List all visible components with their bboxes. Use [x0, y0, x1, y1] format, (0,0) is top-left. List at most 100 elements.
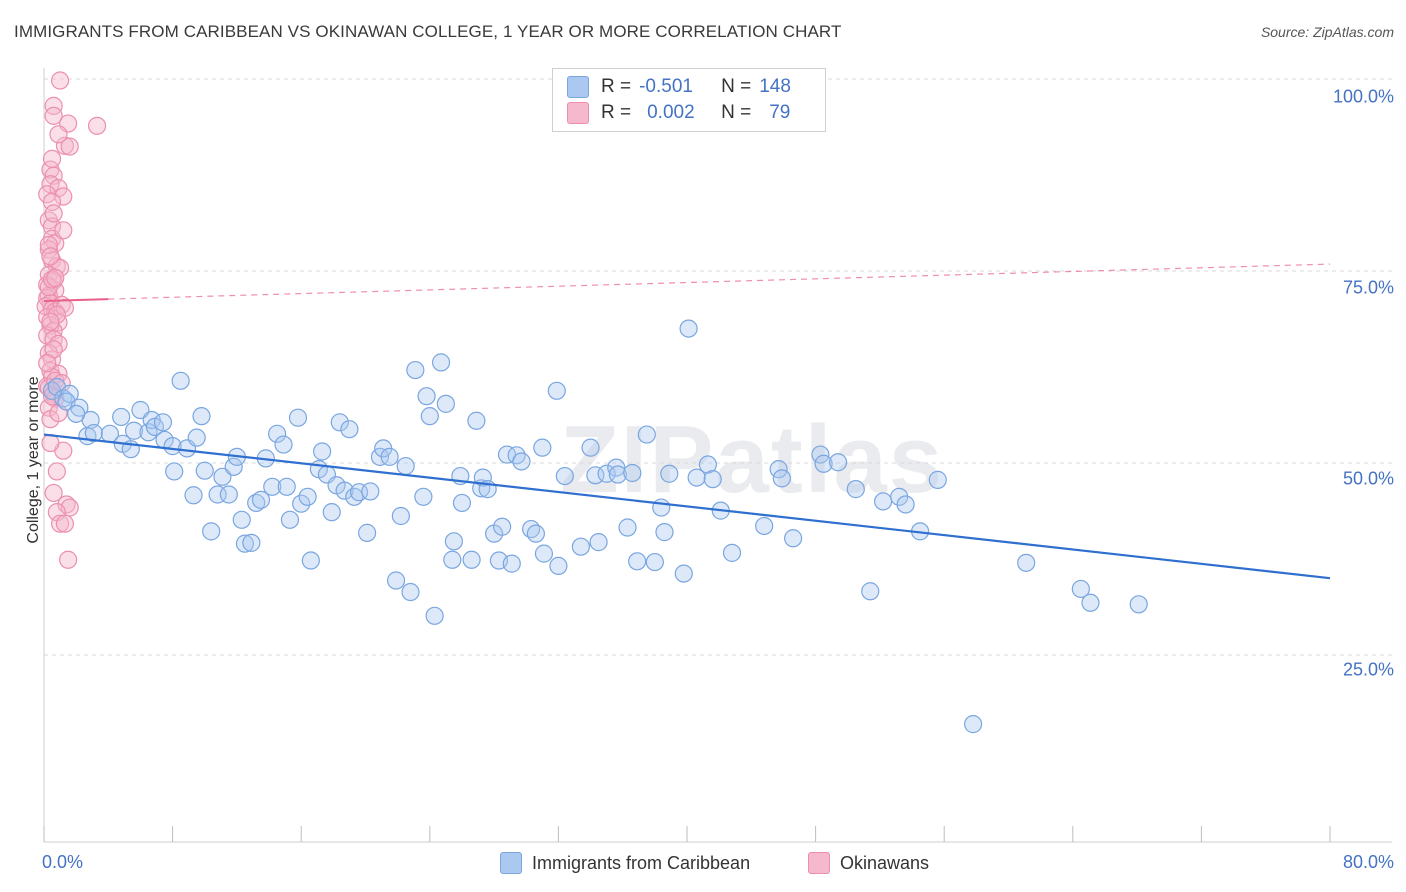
okinawans-point [46, 268, 65, 288]
okinawans-point [47, 305, 66, 324]
caribbean-point [288, 408, 308, 427]
okinawans-point [54, 187, 73, 206]
caribbean-point [637, 425, 656, 444]
caribbean-point [396, 456, 415, 476]
caribbean-point [896, 495, 915, 514]
caribbean-point [497, 445, 517, 464]
caribbean-point [247, 493, 266, 513]
okinawans-point [54, 221, 73, 240]
caribbean-point [452, 493, 472, 513]
okinawans-point [44, 96, 63, 115]
bottom-legend-swatch-blue [500, 852, 522, 874]
okinawans-point [44, 483, 63, 503]
okinawans-points [36, 71, 107, 569]
caribbean-point [298, 487, 317, 506]
caribbean-point [1081, 593, 1100, 612]
caribbean-point [652, 498, 671, 517]
okinawans-trend-line-dashed [108, 263, 1331, 300]
caribbean-point [507, 446, 526, 465]
caribbean-point [443, 550, 462, 569]
caribbean-point [607, 458, 626, 477]
y-tick-label-50: 50.0% [1342, 468, 1394, 489]
caribbean-point [533, 438, 552, 457]
caribbean-point [874, 492, 893, 511]
caribbean-point [274, 435, 293, 454]
caribbean-point [195, 461, 214, 480]
bottom-legend-label: Immigrants from Caribbean [532, 852, 751, 873]
caribbean-point [1071, 579, 1090, 599]
okinawans-point [41, 316, 60, 335]
caribbean-point [547, 381, 566, 400]
okinawans-point [60, 137, 79, 156]
y-axis-label: College, 1 year or more [25, 376, 42, 544]
legend-row-okinawans: R = 0.002 N = 79 [567, 101, 790, 125]
caribbean-point [502, 554, 521, 573]
trend-lines [43, 263, 1331, 580]
caribbean-point [436, 394, 455, 413]
x-tick-label-min: 0.0% [42, 852, 84, 872]
caribbean-point [386, 571, 406, 590]
caribbean-point [467, 411, 486, 430]
caribbean-point [84, 423, 103, 443]
caribbean-point [674, 564, 693, 583]
caribbean-point [698, 455, 717, 474]
y-tick-label-25: 25.0% [1342, 659, 1394, 680]
source-label: Source: ZipAtlas.com [1260, 24, 1394, 40]
okinawans-point [41, 247, 60, 266]
caribbean-point [414, 487, 433, 506]
caribbean-point [292, 494, 311, 513]
caribbean-point [277, 477, 296, 496]
caribbean-point [330, 413, 349, 432]
caribbean-point [391, 506, 410, 526]
caribbean-point [192, 407, 211, 426]
caribbean-point [153, 413, 173, 432]
caribbean-point [462, 550, 481, 569]
okinawans-point [47, 462, 66, 481]
legend-n-value: 79 [769, 102, 791, 123]
caribbean-point [242, 533, 261, 552]
caribbean-point [280, 510, 300, 529]
caribbean-point [772, 469, 791, 488]
bottom-legend-caribbean: Immigrants from Caribbean [500, 852, 750, 874]
caribbean-point [406, 360, 425, 380]
caribbean-point [964, 715, 983, 734]
okinawans-point [41, 312, 60, 331]
okinawans-point [41, 433, 60, 453]
chart-title: IMMIGRANTS FROM CARIBBEAN VS OKINAWAN CO… [14, 22, 842, 41]
caribbean-point [358, 523, 377, 542]
legend-swatch-pink [567, 102, 589, 124]
caribbean-point [526, 524, 545, 543]
okinawans-point [50, 71, 70, 90]
caribbean-point [608, 465, 627, 484]
legend-r-label: R = [601, 76, 632, 97]
caribbean-point [187, 428, 206, 447]
caribbean-point [340, 420, 359, 439]
okinawans-point [49, 334, 68, 354]
caribbean-point [660, 464, 679, 483]
correlation-legend: R = -0.501 N = 148 R = 0.002 N = 79 [552, 68, 826, 132]
caribbean-point [335, 481, 354, 500]
caribbean-point [112, 407, 131, 427]
caribbean-point [687, 468, 706, 487]
caribbean-trend-line [43, 433, 1331, 580]
okinawans-point [55, 136, 74, 155]
caribbean-points [42, 319, 1148, 734]
caribbean-point [232, 510, 251, 529]
legend-n-label: N = [721, 102, 752, 123]
y-tick-label-75: 75.0% [1342, 277, 1394, 298]
caribbean-point [312, 442, 332, 461]
okinawans-point [57, 495, 76, 514]
caribbean-point [267, 424, 287, 443]
legend-n-value: 148 [759, 76, 791, 97]
caribbean-point [219, 485, 238, 504]
legend-r-label: R = [601, 102, 632, 123]
caribbean-point [263, 477, 282, 496]
caribbean-point [361, 482, 380, 501]
caribbean-point [628, 552, 647, 571]
caribbean-point [512, 452, 531, 471]
caribbean-point [171, 371, 190, 390]
okinawans-point [59, 550, 78, 569]
legend-r-value: 0.002 [647, 102, 695, 123]
legend-row-caribbean: R = -0.501 N = 148 [567, 75, 791, 99]
caribbean-point [251, 490, 271, 509]
